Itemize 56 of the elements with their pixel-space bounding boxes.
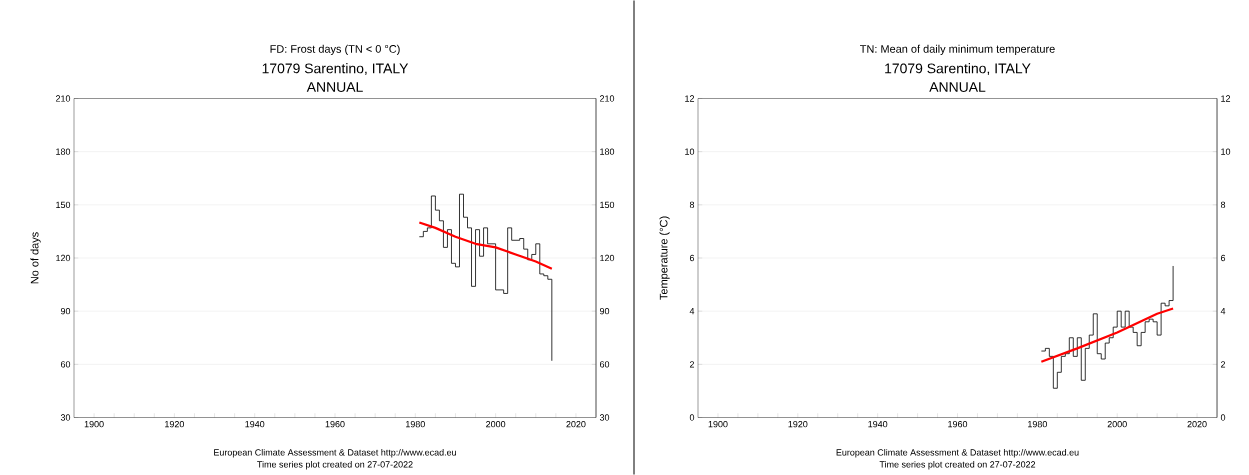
y-tick-label: 2 <box>689 361 695 368</box>
y-tick-label: 8 <box>689 201 695 209</box>
x-tick-label: 2000 <box>1107 421 1127 428</box>
x-tick-label: 1900 <box>84 421 104 428</box>
x-tick-label: 2020 <box>566 421 586 428</box>
y2-tick-label: 150 <box>600 201 615 209</box>
y2-tick-label: 12 <box>1221 95 1231 102</box>
x-tick-label: 1980 <box>1028 421 1047 428</box>
y2-tick-label: 30 <box>599 414 610 421</box>
y-tick-label: 6 <box>689 254 695 262</box>
y2-tick-label: 6 <box>1221 254 1226 262</box>
y2-tick-label: 180 <box>600 148 615 155</box>
line-series <box>418 221 553 270</box>
y-tick-label: 90 <box>60 307 71 315</box>
text: Time series plot created on 27-07-2022 <box>879 461 1036 470</box>
y-tick-label: 4 <box>689 308 695 315</box>
x-tick-label: 1900 <box>708 421 728 428</box>
x-tick-label: 1980 <box>406 421 425 428</box>
text: European Climate Assessment & Dataset http://www.ecad.eu <box>836 449 1079 458</box>
chart-title: FD: Frost days (TN < 0 °C) <box>270 44 400 55</box>
x-tick-label: 1940 <box>245 421 265 428</box>
y2-tick-label: 120 <box>600 254 615 262</box>
y2-tick-label: 10 <box>1221 148 1231 155</box>
y-tick-label: 30 <box>60 414 71 421</box>
x-tick-label: 1960 <box>948 421 968 428</box>
y-axis-title: No of days <box>30 232 41 284</box>
y-tick-label: 0 <box>689 414 695 421</box>
y2-tick-label: 2 <box>1221 361 1226 368</box>
text: ANNUAL <box>306 82 363 92</box>
x-tick-label: 2000 <box>486 421 506 428</box>
x-tick-label: 2020 <box>1187 421 1207 428</box>
y-tick-label: 12 <box>685 95 695 102</box>
y2-tick-label: 4 <box>1220 308 1226 315</box>
y-tick-label: 150 <box>56 201 71 209</box>
x-tick-label: 1960 <box>325 421 345 428</box>
x-tick-label: 1940 <box>868 421 888 428</box>
y2-tick-label: 60 <box>599 361 610 368</box>
y2-tick-label: 0 <box>1220 414 1226 421</box>
chart-subtitle: 17079 Sarentino, ITALY <box>262 63 409 75</box>
y-tick-label: 180 <box>56 148 71 155</box>
x-tick-label: 1920 <box>165 421 185 428</box>
y-tick-label: 120 <box>56 254 71 262</box>
line-series <box>1040 307 1175 363</box>
y-axis-title: Temperature (°C) <box>659 216 670 300</box>
y-tick-label: 60 <box>60 361 71 368</box>
y2-tick-label: 90 <box>599 307 610 315</box>
y2-tick-label: 210 <box>599 95 615 102</box>
y-tick-label: 10 <box>685 148 695 155</box>
text: Time series plot created on 27-07-2022 <box>257 461 413 470</box>
chart-title: TN: Mean of daily minimum temperature <box>860 44 1055 55</box>
text: European Climate Assessment & Dataset http://www.ecad.eu <box>214 449 456 458</box>
chart-subtitle: 17079 Sarentino, ITALY <box>885 63 1031 75</box>
text: ANNUAL <box>929 82 986 92</box>
y-tick-label: 210 <box>55 95 71 102</box>
y2-tick-label: 8 <box>1220 201 1226 209</box>
x-tick-label: 1920 <box>788 421 808 428</box>
